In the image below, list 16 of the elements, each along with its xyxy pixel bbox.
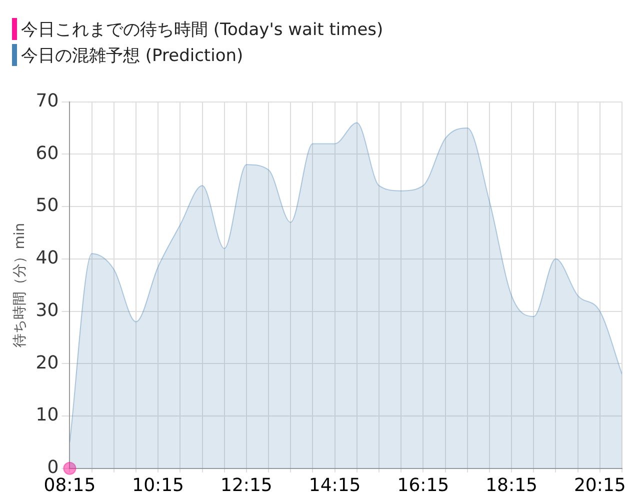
y-tick-label: 10 xyxy=(36,404,59,426)
x-tick-label: 20:15 xyxy=(574,474,626,496)
legend-label: 今日これまでの待ち時間 (Today's wait times) xyxy=(21,18,384,40)
y-tick-label: 50 xyxy=(36,195,59,216)
x-tick-label: 10:15 xyxy=(132,474,184,496)
x-tick-label: 12:15 xyxy=(220,474,272,496)
x-tick-label: 16:15 xyxy=(397,474,450,496)
x-tick-label: 18:15 xyxy=(486,474,538,496)
x-tick-label: 14:15 xyxy=(308,474,361,496)
y-tick-label: 20 xyxy=(36,352,59,374)
y-tick-label: 60 xyxy=(36,142,59,164)
y-tick-label: 40 xyxy=(36,248,59,269)
y-tick-label: 70 xyxy=(36,90,59,112)
y-axis-title: 待ち時間（分）min xyxy=(12,222,28,348)
y-tick-label: 30 xyxy=(36,300,59,321)
legend-label: 今日の混雑予想 (Prediction) xyxy=(21,44,244,66)
